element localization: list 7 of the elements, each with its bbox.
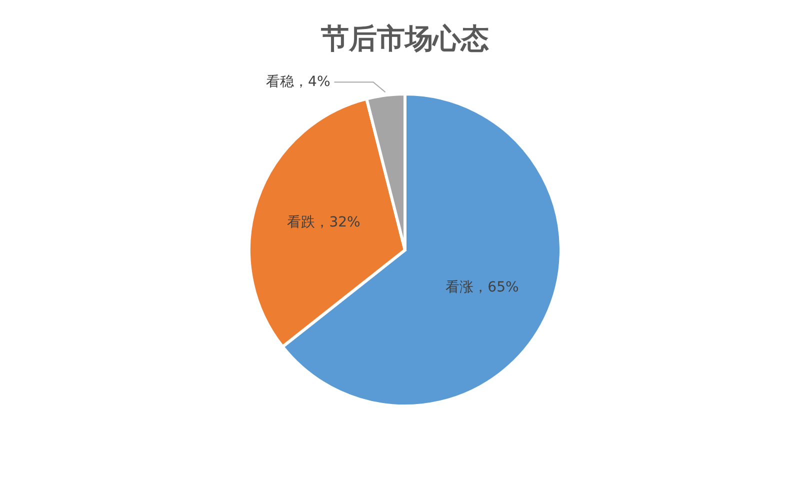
data-label: ，65%	[474, 279, 519, 296]
chart-title: 节后市场心态	[320, 22, 489, 55]
slice-label: 看跌	[287, 214, 316, 230]
data-label: ，32%	[315, 214, 360, 230]
slice-label: 看涨	[446, 279, 474, 296]
data-label: ，4%	[294, 74, 330, 90]
slice-label: 看稳	[266, 74, 294, 90]
